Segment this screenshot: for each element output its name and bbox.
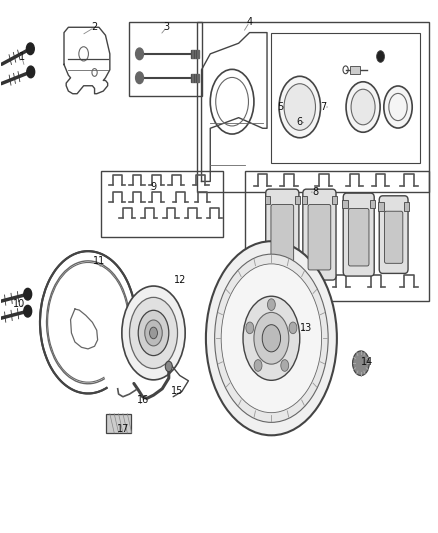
Ellipse shape xyxy=(281,360,289,372)
Ellipse shape xyxy=(268,299,276,310)
Ellipse shape xyxy=(206,241,337,435)
Text: 8: 8 xyxy=(312,187,318,197)
Text: 1: 1 xyxy=(18,52,25,61)
Ellipse shape xyxy=(215,254,328,422)
Bar xyxy=(191,74,199,82)
Bar xyxy=(343,199,348,208)
Text: 15: 15 xyxy=(171,386,184,397)
Ellipse shape xyxy=(346,82,380,132)
Ellipse shape xyxy=(145,320,162,346)
Ellipse shape xyxy=(262,325,281,352)
Ellipse shape xyxy=(254,312,289,364)
Ellipse shape xyxy=(246,322,254,334)
Ellipse shape xyxy=(254,360,262,372)
Ellipse shape xyxy=(289,322,297,334)
Text: 14: 14 xyxy=(361,357,374,367)
Text: 13: 13 xyxy=(300,322,312,333)
Bar xyxy=(370,199,375,208)
Bar xyxy=(332,196,337,204)
Ellipse shape xyxy=(26,43,34,54)
Ellipse shape xyxy=(24,288,32,300)
Ellipse shape xyxy=(24,305,32,317)
FancyBboxPatch shape xyxy=(379,196,408,273)
Bar xyxy=(294,196,300,204)
Text: 16: 16 xyxy=(137,395,149,406)
Ellipse shape xyxy=(138,310,169,356)
Ellipse shape xyxy=(27,66,35,78)
Text: 17: 17 xyxy=(117,424,129,434)
Text: 2: 2 xyxy=(92,22,98,33)
Ellipse shape xyxy=(284,84,315,130)
Bar xyxy=(191,50,199,58)
FancyBboxPatch shape xyxy=(271,205,293,270)
Ellipse shape xyxy=(221,264,321,413)
Bar xyxy=(272,33,420,163)
Text: 7: 7 xyxy=(321,102,327,112)
Ellipse shape xyxy=(384,86,412,128)
Ellipse shape xyxy=(136,48,144,60)
Bar xyxy=(197,22,428,192)
Ellipse shape xyxy=(351,89,375,125)
Text: 10: 10 xyxy=(13,298,25,309)
FancyBboxPatch shape xyxy=(343,193,374,276)
FancyBboxPatch shape xyxy=(308,205,331,270)
Text: 5: 5 xyxy=(277,102,283,112)
Text: 11: 11 xyxy=(93,256,105,266)
FancyBboxPatch shape xyxy=(303,189,336,280)
Bar xyxy=(350,66,360,74)
Text: 12: 12 xyxy=(173,275,186,285)
Ellipse shape xyxy=(136,72,144,84)
Text: 6: 6 xyxy=(297,117,303,127)
Ellipse shape xyxy=(353,351,369,376)
Text: 4: 4 xyxy=(247,17,253,27)
FancyBboxPatch shape xyxy=(266,189,299,280)
Bar xyxy=(378,202,384,211)
FancyBboxPatch shape xyxy=(385,211,403,263)
Bar xyxy=(245,171,428,301)
FancyBboxPatch shape xyxy=(349,208,369,266)
Ellipse shape xyxy=(165,361,172,372)
Ellipse shape xyxy=(122,286,185,380)
Bar xyxy=(404,202,409,211)
Polygon shape xyxy=(106,414,131,433)
Text: 3: 3 xyxy=(163,22,170,33)
Ellipse shape xyxy=(279,76,321,138)
Bar xyxy=(302,196,307,204)
Ellipse shape xyxy=(130,297,177,368)
Bar xyxy=(265,196,270,204)
Bar xyxy=(130,22,201,96)
Ellipse shape xyxy=(377,51,385,62)
Text: 9: 9 xyxy=(150,182,156,192)
Bar xyxy=(101,171,223,237)
Ellipse shape xyxy=(243,296,300,381)
Ellipse shape xyxy=(150,327,157,339)
